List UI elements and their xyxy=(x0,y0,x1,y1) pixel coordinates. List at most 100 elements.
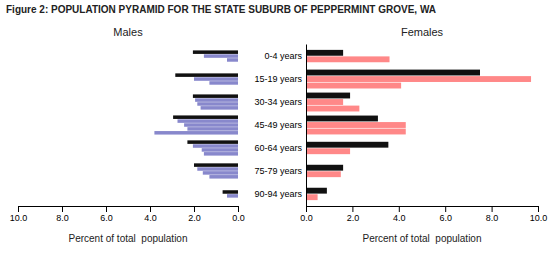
panel: 0.0 2.0 4.0 6.0 8.0 10.0 90-94 years 75-79 year… xyxy=(254,26,547,244)
bar xyxy=(203,171,238,175)
bar xyxy=(204,54,238,58)
tick-label: 90-94 years xyxy=(254,189,302,199)
bar xyxy=(197,167,238,171)
tick-label: 10.0 xyxy=(530,213,548,223)
tick-label: 2.0 xyxy=(188,213,201,223)
bar xyxy=(306,99,343,105)
figure-title: Figure 2: POPULATION PYRAMID FOR THE STA… xyxy=(6,4,436,15)
bar xyxy=(306,56,390,62)
tick: 6.0 xyxy=(100,206,113,223)
tick: 45-49 years xyxy=(254,120,306,130)
x-axis: 0.0 2.0 4.0 6.0 8.0 10.0 xyxy=(300,206,547,223)
bar xyxy=(194,77,238,81)
bar xyxy=(306,76,531,82)
chart: Figure 2: POPULATION PYRAMID FOR THE STA… xyxy=(0,0,557,257)
bar xyxy=(178,119,239,123)
tick: 10.0 xyxy=(530,206,548,223)
tick-mark xyxy=(106,206,107,212)
tick: 4.0 xyxy=(393,206,406,223)
tick-mark xyxy=(352,206,353,212)
tick: 15-19 years xyxy=(254,74,306,84)
bar xyxy=(227,58,238,62)
bar xyxy=(306,116,378,122)
bar xyxy=(209,81,238,85)
axis-line xyxy=(307,206,539,207)
bar xyxy=(201,106,238,110)
tick: 0.0 xyxy=(300,206,313,223)
bar xyxy=(204,152,238,156)
bar xyxy=(306,142,388,148)
bar xyxy=(209,175,238,179)
bar xyxy=(194,163,238,167)
tick-mark xyxy=(445,206,446,212)
x-axis: 0.0 2.0 4.0 6.0 8.0 10.0 xyxy=(10,206,245,223)
tick-label: 8.0 xyxy=(56,213,69,223)
tick-mark xyxy=(238,206,239,212)
tick-label: 0.0 xyxy=(300,213,313,223)
bar xyxy=(306,122,406,128)
tick-label: 2.0 xyxy=(347,213,360,223)
bar xyxy=(306,194,318,200)
tick: 90-94 years xyxy=(254,189,306,199)
bar xyxy=(175,73,238,77)
tick-label: 8.0 xyxy=(486,213,499,223)
bar xyxy=(193,94,238,98)
bar xyxy=(306,165,343,171)
tick-label: 60-64 years xyxy=(254,143,302,153)
panel-title: Females xyxy=(401,26,444,38)
tick: 0.0 xyxy=(232,206,245,223)
tick-mark xyxy=(62,206,63,212)
bars xyxy=(154,50,238,197)
tick-label: 30-34 years xyxy=(254,97,302,107)
axis-line xyxy=(19,206,239,207)
x-axis-title: Percent of total population xyxy=(69,233,188,244)
tick-label: 10.0 xyxy=(10,213,28,223)
bar xyxy=(193,144,238,148)
tick-label: 6.0 xyxy=(100,213,113,223)
tick-mark xyxy=(492,206,493,212)
bar xyxy=(306,188,327,194)
tick-mark xyxy=(18,206,19,212)
tick: 6.0 xyxy=(439,206,452,223)
bar xyxy=(195,98,238,102)
bar xyxy=(154,131,238,135)
panel-title: Males xyxy=(113,26,143,38)
tick: 2.0 xyxy=(188,206,201,223)
bar xyxy=(306,70,480,76)
bar xyxy=(184,123,238,127)
tick: 8.0 xyxy=(56,206,69,223)
tick-mark xyxy=(150,206,151,212)
tick-label: 15-19 years xyxy=(254,74,302,84)
bar xyxy=(306,93,350,99)
bar xyxy=(306,50,343,56)
tick: 8.0 xyxy=(486,206,499,223)
bars xyxy=(306,50,531,200)
axis-line xyxy=(306,45,307,207)
bar xyxy=(306,129,406,135)
tick-mark xyxy=(306,206,307,212)
tick-mark xyxy=(538,206,539,212)
panel: 0.0 2.0 4.0 6.0 8.0 10.0 Males Percent of total… xyxy=(10,26,245,244)
tick: 2.0 xyxy=(347,206,360,223)
tick-label: 45-49 years xyxy=(254,120,302,130)
tick: 30-34 years xyxy=(254,97,306,107)
tick-label: 75-79 years xyxy=(254,166,302,176)
tick-mark xyxy=(194,206,195,212)
tick-label: 6.0 xyxy=(439,213,452,223)
bar xyxy=(306,83,401,89)
tick-mark xyxy=(399,206,400,212)
bar xyxy=(187,140,238,144)
tick: 4.0 xyxy=(144,206,157,223)
bar xyxy=(223,190,238,194)
bar xyxy=(197,102,238,106)
tick-label: 4.0 xyxy=(144,213,157,223)
bar xyxy=(193,50,238,54)
tick: 0-4 years xyxy=(264,51,306,61)
tick: 75-79 years xyxy=(254,166,306,176)
bar xyxy=(306,148,350,154)
bar xyxy=(202,148,238,152)
tick-label: 0.0 xyxy=(232,213,245,223)
bar xyxy=(173,115,238,119)
tick: 10.0 xyxy=(10,206,28,223)
tick: 60-64 years xyxy=(254,143,306,153)
